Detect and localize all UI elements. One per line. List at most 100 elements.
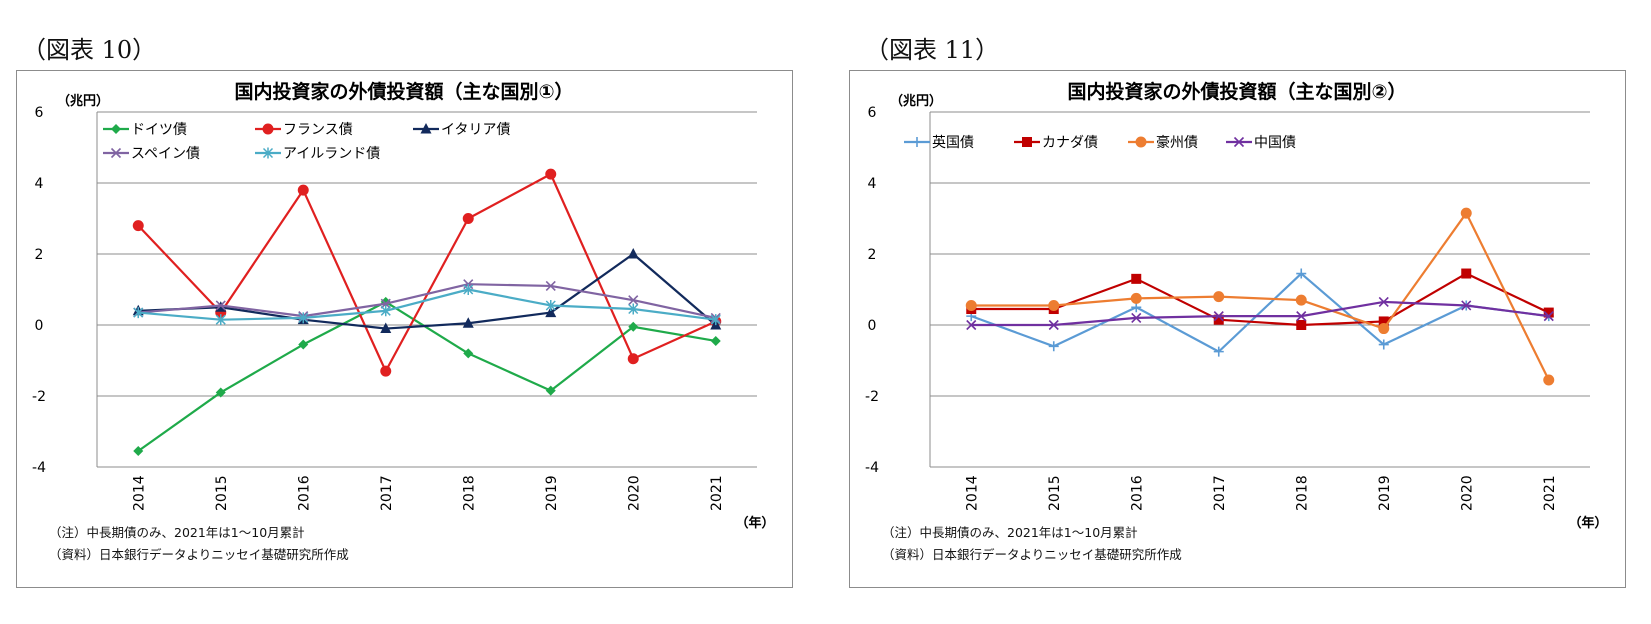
legend-label: カナダ債 [1042, 135, 1098, 151]
series-line [970, 272, 1549, 353]
data-point [1048, 319, 1059, 331]
data-point [215, 387, 226, 398]
series-豪州債 [965, 207, 1555, 386]
legend-label: 英国債 [932, 134, 974, 151]
series-フランス債 [132, 168, 722, 377]
data-point [1543, 311, 1554, 322]
series-line [137, 173, 717, 373]
y-tick-label: -2 [32, 389, 46, 405]
data-point [1296, 311, 1307, 322]
chart-note: （注）中長期債のみ、2021年は1～10月累計 [49, 525, 305, 540]
legend-marker [1022, 137, 1032, 147]
data-point [545, 299, 556, 311]
x-tick-label: 2014 [131, 475, 147, 511]
data-point [1213, 291, 1225, 303]
y-tick-label: 6 [35, 105, 44, 121]
series-line [971, 300, 1549, 327]
data-point [1378, 339, 1389, 350]
data-point [380, 305, 391, 317]
x-tick-label: 2019 [1377, 475, 1393, 511]
legend-label: イタリア債 [441, 122, 510, 138]
x-tick-label: 2020 [626, 475, 642, 511]
data-point [298, 339, 309, 350]
series-line [971, 212, 1550, 381]
data-point [133, 307, 144, 319]
data-point [545, 385, 556, 396]
data-point [1296, 268, 1307, 279]
data-point [965, 299, 977, 311]
legend-marker [262, 147, 274, 159]
x-axis-unit: （年） [735, 515, 774, 531]
legend-label: フランス債 [283, 122, 353, 138]
data-point [1461, 268, 1472, 279]
data-point [545, 280, 556, 292]
data-point [463, 284, 474, 295]
data-point [628, 303, 639, 315]
data-point [462, 213, 474, 224]
data-point [966, 319, 977, 331]
legend-label: スペイン債 [131, 146, 200, 162]
y-tick-label: 6 [868, 105, 877, 121]
data-point [545, 168, 557, 180]
y-tick-label: -2 [865, 389, 879, 405]
gridlines [97, 111, 757, 468]
data-point [215, 314, 226, 326]
legend-item: フランス債 [255, 122, 353, 138]
data-point [1543, 307, 1554, 318]
data-point [1131, 273, 1142, 284]
legend-item: ドイツ債 [103, 122, 187, 138]
gridlines [930, 111, 1590, 468]
series-中国債 [966, 296, 1554, 331]
chart-source: （資料）日本銀行データよりニッセイ基礎研究所作成 [49, 547, 349, 562]
x-tick-label: 2018 [461, 475, 477, 511]
data-point [545, 306, 557, 318]
data-point [627, 248, 639, 259]
x-tick-label: 2015 [214, 475, 230, 511]
y-tick-label: 0 [35, 318, 44, 334]
data-point [1048, 299, 1060, 311]
data-point [463, 348, 474, 359]
x-tick-label: 2021 [1542, 475, 1558, 511]
legend-marker [111, 124, 121, 134]
series-line [138, 252, 717, 330]
chart-source: （資料）日本銀行データよりニッセイ基礎研究所作成 [882, 547, 1182, 562]
legend-label: ドイツ債 [131, 122, 187, 138]
data-point [1378, 323, 1390, 335]
data-point [1213, 311, 1224, 322]
x-tick-label: 2016 [1129, 475, 1145, 511]
legend-item: スペイン債 [103, 146, 200, 162]
y-axis-unit: （兆円） [890, 93, 942, 109]
line-chart-10: 国内投資家の外債投資額（主な国別①） （兆円） -4 -2 0 2 4 6 2014 2015 20… [32, 80, 774, 531]
data-point [1378, 316, 1389, 327]
legend-item: アイルランド債 [255, 146, 380, 162]
x-tick-label: 2017 [1212, 475, 1228, 511]
series-line [137, 300, 716, 452]
legend-item: イタリア債 [413, 122, 510, 138]
data-point [1130, 292, 1142, 304]
data-point [710, 335, 721, 346]
chart-panel-11: 国内投資家の外債投資額（主な国別②） （兆円） -4 -2 0 2 4 6 2014 2015 20… [849, 70, 1626, 588]
figure-label-10: （図表 10） [22, 36, 157, 64]
data-point [1213, 314, 1224, 325]
x-tick-label: 2021 [709, 475, 725, 511]
data-point [627, 353, 639, 365]
data-point [1461, 300, 1472, 311]
x-tick-label: 2019 [544, 475, 560, 511]
data-point [1295, 294, 1307, 306]
legend-item: 豪州債 [1128, 135, 1198, 151]
data-point [1543, 374, 1555, 386]
x-axis-unit: （年） [1568, 515, 1607, 531]
x-tick-label: 2016 [296, 475, 312, 511]
figure-label-11: （図表 11） [865, 36, 1000, 64]
data-point [1131, 302, 1142, 313]
data-point [380, 298, 391, 309]
data-point [710, 314, 721, 326]
data-point [628, 321, 639, 332]
legend-label: 中国債 [1254, 135, 1296, 151]
x-tick-label: 2015 [1047, 475, 1063, 511]
legend-marker [420, 123, 432, 134]
x-tick-label: 2020 [1459, 475, 1475, 511]
legend-marker [1135, 136, 1147, 148]
data-point [132, 220, 144, 232]
legend-item: カナダ債 [1014, 135, 1098, 151]
